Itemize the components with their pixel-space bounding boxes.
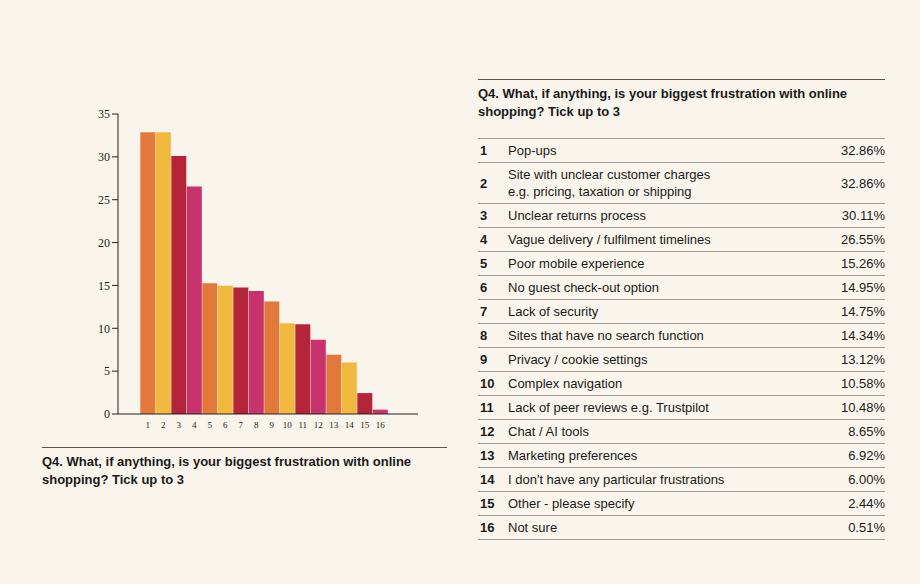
svg-text:9: 9 xyxy=(270,420,275,430)
svg-text:6: 6 xyxy=(223,420,228,430)
svg-text:20: 20 xyxy=(98,236,110,250)
html-text:14: 14 xyxy=(480,472,495,487)
html-text:1: 1 xyxy=(480,143,488,158)
html-text:10.58%: 10.58% xyxy=(840,376,885,391)
html-text:15.26%: 15.26% xyxy=(840,256,885,271)
svg-text:35: 35 xyxy=(98,107,110,121)
svg-text:0: 0 xyxy=(104,407,110,421)
html-text:3: 3 xyxy=(480,208,488,223)
html-text:2: 2 xyxy=(480,175,488,191)
html-text:7: 7 xyxy=(480,304,488,319)
svg-text:8: 8 xyxy=(254,420,259,430)
svg-text:30: 30 xyxy=(98,150,110,164)
svg-text:3: 3 xyxy=(177,420,182,430)
svg-text:15: 15 xyxy=(360,420,370,430)
svg-text:10: 10 xyxy=(283,420,293,430)
html-text:8.65%: 8.65% xyxy=(848,424,885,439)
html-text:13.12%: 13.12% xyxy=(840,352,885,367)
html-text:11: 11 xyxy=(480,400,494,415)
html-text:Not sure: Not sure xyxy=(508,520,558,535)
html-text:32.86%: 32.86% xyxy=(840,175,885,191)
svg-text:4: 4 xyxy=(192,420,197,430)
html-text:Vague delivery / fulfilment ti: Vague delivery / fulfilment timelines xyxy=(508,232,711,247)
html-text:Lack of security: Lack of security xyxy=(508,304,599,319)
html-text:32.86%: 32.86% xyxy=(840,143,885,158)
html-text:Marketing preferences: Marketing preferences xyxy=(508,448,638,463)
html-text:Pop-ups: Pop-ups xyxy=(508,143,557,158)
html-text:0.51%: 0.51% xyxy=(848,520,885,535)
html-text:Poor mobile experience: Poor mobile experience xyxy=(508,256,645,271)
html-text:Sites that have no search func: Sites that have no search function xyxy=(508,328,704,343)
svg-text:1: 1 xyxy=(146,420,151,430)
html-text:8: 8 xyxy=(480,328,488,343)
svg-text:15: 15 xyxy=(98,279,110,293)
html-text:Site with unclear customer cha: Site with unclear customer charges xyxy=(508,167,711,182)
svg-text:5: 5 xyxy=(104,364,110,378)
html-text:Q4. What, if anything, is your: Q4. What, if anything, is your biggest f… xyxy=(478,86,848,119)
html-text:Privacy / cookie settings: Privacy / cookie settings xyxy=(508,352,648,367)
html-text:15: 15 xyxy=(480,496,495,511)
svg-text:14: 14 xyxy=(345,420,355,430)
html-text:14.95%: 14.95% xyxy=(840,280,885,295)
html-text:Lack of peer reviews e.g. Trus: Lack of peer reviews e.g. Trustpilot xyxy=(508,400,709,415)
html-text:I don't have any particular fr: I don't have any particular frustrations xyxy=(508,472,725,487)
html-text:Other - please specify: Other - please specify xyxy=(508,496,635,511)
html-text:6.00%: 6.00% xyxy=(848,472,885,487)
html-text:30.11%: 30.11% xyxy=(841,208,885,223)
html-text:Complex navigation: Complex navigation xyxy=(508,376,623,391)
html-text:5: 5 xyxy=(480,256,488,271)
html-text:Unclear returns process: Unclear returns process xyxy=(508,208,646,223)
html-text:10: 10 xyxy=(480,376,495,391)
html-text:e.g. pricing, taxation or ship: e.g. pricing, taxation or shipping xyxy=(508,184,692,199)
html-text:6: 6 xyxy=(480,280,488,295)
svg-text:11: 11 xyxy=(298,420,307,430)
svg-text:25: 25 xyxy=(98,193,110,207)
html-text:Chat / AI tools: Chat / AI tools xyxy=(508,424,589,439)
html-text:4: 4 xyxy=(480,232,488,247)
svg-text:10: 10 xyxy=(98,322,110,336)
svg-text:2: 2 xyxy=(161,420,166,430)
html-text:10.48%: 10.48% xyxy=(840,400,885,415)
svg-text:13: 13 xyxy=(329,420,339,430)
html-text:6.92%: 6.92% xyxy=(848,448,885,463)
html-text:12: 12 xyxy=(480,424,495,439)
svg-text:12: 12 xyxy=(314,420,323,430)
svg-text:7: 7 xyxy=(239,420,244,430)
html-text:13: 13 xyxy=(480,448,495,463)
svg-text:16: 16 xyxy=(376,420,386,430)
html-text:16: 16 xyxy=(480,520,495,535)
html-text:9: 9 xyxy=(480,352,488,367)
html-text:Q4. What, if anything, is your: Q4. What, if anything, is your biggest f… xyxy=(42,454,412,487)
html-text:No guest check-out option: No guest check-out option xyxy=(508,280,659,295)
html-text:14.34%: 14.34% xyxy=(840,328,885,343)
svg-text:5: 5 xyxy=(208,420,213,430)
html-text:2.44%: 2.44% xyxy=(848,496,885,511)
html-text:14.75%: 14.75% xyxy=(840,304,885,319)
html-text:26.55%: 26.55% xyxy=(840,232,885,247)
